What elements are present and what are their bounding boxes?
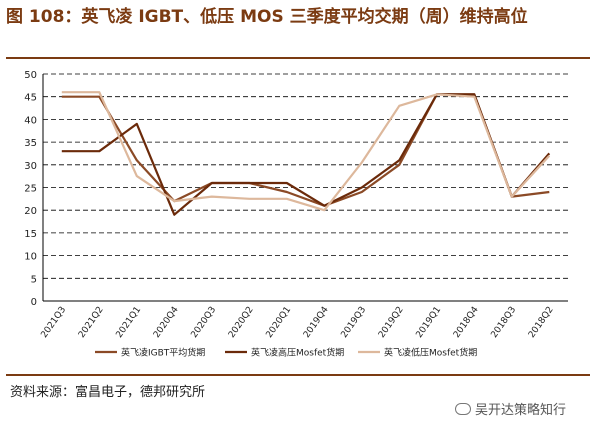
y-tick-label: 50 (24, 70, 37, 81)
figure-title: 图 108：英飞凌 IGBT、低压 MOS 三季度平均交期（周）维持高位 (6, 7, 528, 27)
x-tick-label: 2020Q3 (190, 305, 219, 340)
title-rule (6, 57, 590, 59)
y-tick-label: 35 (24, 138, 37, 149)
legend-label: 英飞凌IGBT平均货期 (121, 347, 205, 359)
series-line (61, 93, 551, 216)
source-note: 资料来源：富昌电子，德邦研究所 (10, 385, 206, 400)
y-tick-label: 40 (24, 115, 37, 126)
watermark-text: 吴开达策略知行 (475, 403, 567, 418)
legend: 英飞凌IGBT平均货期 英飞凌高压Mosfet货期 英飞凌低压Mosfet货期 (95, 347, 477, 359)
x-tick-label: 2019Q3 (340, 305, 369, 340)
legend-label: 英飞凌高压Mosfet货期 (251, 347, 344, 359)
grid-lines (43, 73, 568, 279)
y-tick-label: 10 (24, 252, 37, 263)
y-tick-label: 5 (31, 274, 37, 285)
y-tick-label: 20 (24, 206, 37, 217)
x-tick-label: 2018Q4 (452, 305, 481, 340)
series-lines (61, 91, 551, 216)
y-tick-label: 0 (31, 297, 37, 308)
x-tick-label: 2020Q4 (152, 305, 181, 340)
x-tick-label: 2018Q3 (490, 305, 519, 340)
axes (42, 74, 568, 302)
x-tick-label: 2021Q3 (40, 305, 69, 340)
wechat-icon (455, 402, 471, 415)
source-rule (6, 374, 590, 376)
x-tick-label: 2019Q2 (377, 305, 406, 340)
y-tick-label: 15 (24, 229, 37, 240)
x-tick-label: 2020Q1 (265, 305, 294, 340)
x-tick-label: 2018Q2 (527, 305, 556, 340)
y-tick-label: 25 (24, 184, 37, 195)
y-tick-label: 45 (24, 93, 37, 104)
x-tick-label: 2019Q4 (302, 305, 331, 340)
series-line (61, 91, 551, 212)
x-tick-label: 2019Q1 (415, 305, 444, 340)
x-tick-label: 2020Q2 (227, 305, 256, 340)
y-tick-labels: 0 5 10 15 20 25 30 35 40 45 50 (24, 70, 37, 308)
watermark: 吴开达策略知行 (455, 399, 566, 418)
series-line (61, 93, 550, 207)
legend-label: 英飞凌低压Mosfet货期 (384, 347, 477, 359)
y-tick-label: 30 (24, 161, 37, 172)
x-tick-label: 2021Q2 (77, 305, 106, 340)
x-tick-label: 2021Q1 (115, 305, 144, 340)
x-tick-labels: 2021Q3 2021Q2 2021Q1 2020Q4 2020Q3 2020Q2 2020… (40, 305, 556, 340)
